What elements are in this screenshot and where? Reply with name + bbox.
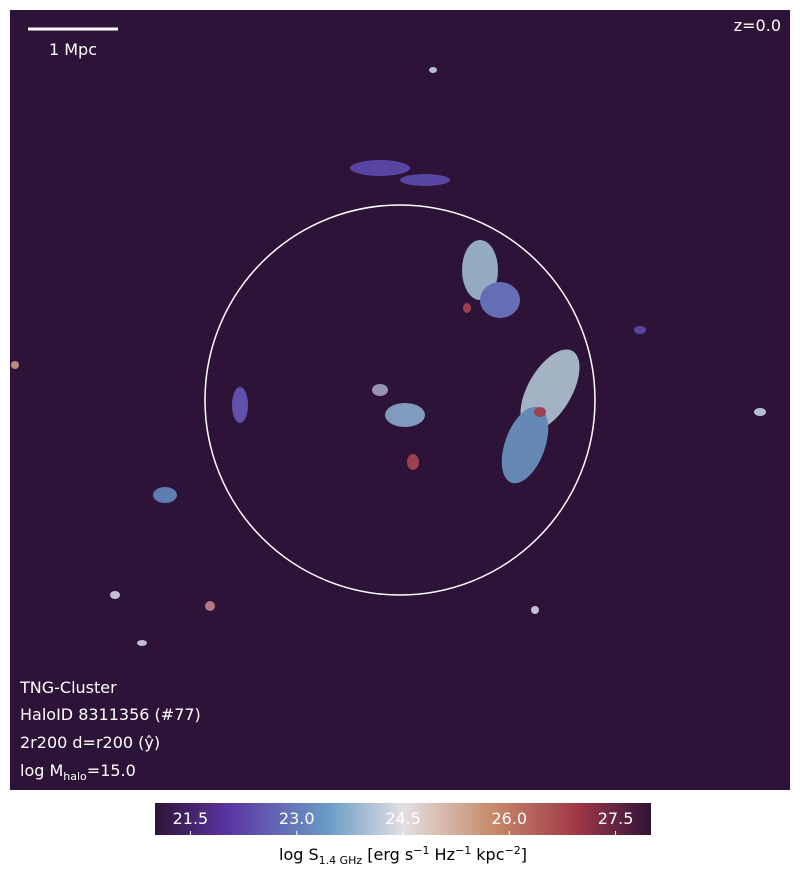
colorbar-tick-label: 27.5 bbox=[598, 809, 634, 828]
colorbar-ticks: 21.5 23.0 24.5 26.0 27.5 bbox=[173, 809, 634, 835]
colorbar-tick-label: 23.0 bbox=[279, 809, 315, 828]
emission-blobs bbox=[11, 67, 766, 646]
mass-prefix: log M bbox=[20, 761, 63, 780]
colorbar-label-part: ] bbox=[521, 845, 527, 864]
r200-circle bbox=[204, 204, 596, 596]
colorbar-label: log S1.4 GHz [erg s−1 Hz−1 kpc−2] bbox=[279, 844, 527, 867]
mass-label: log Mhalo=15.0 bbox=[20, 761, 136, 783]
info-line: HaloID 8311356 (#77) bbox=[20, 705, 201, 724]
colorbar-label-part: −1 bbox=[455, 844, 471, 857]
scale-bar-label: 1 Mpc bbox=[49, 40, 97, 59]
colorbar-label-part: −1 bbox=[413, 844, 429, 857]
redshift-label: z=0.0 bbox=[734, 16, 781, 35]
map-background bbox=[10, 10, 790, 790]
colorbar-tick-label: 26.0 bbox=[491, 809, 527, 828]
info-line: 2r200 d=r200 (ŷ) bbox=[20, 733, 160, 752]
colorbar-label-part: [erg s bbox=[362, 845, 413, 864]
colorbar-label-part: 1.4 GHz bbox=[319, 854, 363, 867]
mass-suffix: =15.0 bbox=[87, 761, 136, 780]
colorbar-tick-label: 21.5 bbox=[173, 809, 209, 828]
colorbar-tick-label: 24.5 bbox=[385, 809, 421, 828]
colorbar-label-part: Hz bbox=[429, 845, 455, 864]
colorbar bbox=[155, 803, 651, 835]
colorbar-label-part: −2 bbox=[505, 844, 521, 857]
colorbar-label-part: kpc bbox=[471, 845, 504, 864]
mass-sub: halo bbox=[63, 770, 87, 783]
info-line: TNG-Cluster bbox=[19, 678, 117, 697]
colorbar-label-part: log S bbox=[279, 845, 319, 864]
